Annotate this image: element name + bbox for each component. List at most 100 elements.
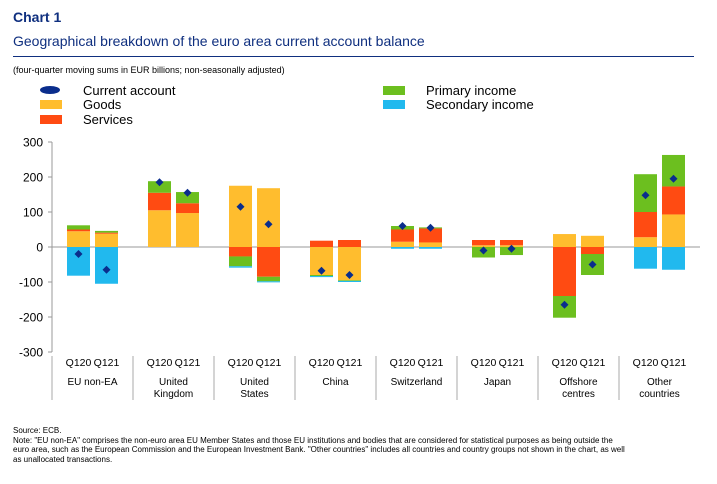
current-account-marker [588, 260, 597, 269]
category-label: United [159, 377, 188, 388]
legend-label-goods: Goods [83, 97, 122, 112]
bar-primary-income [95, 230, 118, 233]
current-account-marker [74, 250, 83, 258]
bar-goods [581, 235, 604, 247]
period-label: Q120 [228, 357, 254, 369]
chart-title: Geographical breakdown of the euro area … [13, 33, 425, 49]
category-label: EU non-EA [67, 377, 117, 388]
bar-services [67, 229, 90, 232]
current-account-marker [507, 244, 516, 253]
bar-goods [229, 185, 252, 247]
legend-swatch-secondary-income [383, 100, 405, 109]
current-account-marker [641, 191, 650, 200]
bar-goods [257, 188, 280, 247]
period-label: Q120 [390, 357, 416, 369]
current-account-marker [479, 246, 488, 255]
chart-subtitle: (four-quarter moving sums in EUR billion… [13, 65, 285, 75]
period-label: Q120 [309, 357, 335, 369]
legend-marker-current-account [40, 86, 60, 94]
bar-services [95, 232, 118, 234]
bar-primary-income [338, 280, 361, 281]
bar-primary-income [148, 181, 171, 193]
bar-services [662, 186, 685, 215]
bar-primary-income [662, 154, 685, 187]
bar-primary-income [229, 256, 252, 267]
y-tick-label: 200 [23, 171, 43, 185]
category-label: countries [639, 389, 680, 400]
bar-goods [472, 245, 495, 247]
bar-goods [67, 231, 90, 247]
bar-services [229, 247, 252, 257]
bar-services [338, 240, 361, 247]
category-label: centres [562, 389, 595, 400]
period-label: Q120 [633, 357, 659, 369]
bar-services [257, 247, 280, 277]
period-label: Q120 [471, 357, 497, 369]
legend-label-services: Services [83, 112, 133, 127]
legend-swatch-goods [40, 100, 62, 109]
y-tick-label: -200 [19, 311, 43, 325]
current-account-marker [345, 271, 354, 279]
bar-primary-income [176, 192, 199, 204]
current-account-marker [398, 222, 407, 230]
current-account-marker [426, 223, 435, 232]
period-label: Q121 [175, 357, 201, 369]
legend-label-secondary-income: Secondary income [426, 97, 534, 112]
period-label: Q121 [337, 357, 363, 369]
category-label: Japan [484, 377, 511, 388]
bar-goods [176, 213, 199, 247]
category-label: Other [647, 377, 673, 388]
bar-secondary-income [338, 280, 361, 282]
category-label: States [240, 389, 268, 400]
bar-primary-income [67, 225, 90, 230]
bar-goods [338, 247, 361, 281]
bar-services [148, 192, 171, 211]
bar-secondary-income [634, 247, 657, 269]
bar-services [553, 247, 576, 296]
note-line-2: euro area, such as the European Commissi… [13, 445, 625, 455]
current-account-marker [669, 174, 678, 183]
legend-label-current-account: Current account [83, 83, 176, 98]
bar-goods [662, 214, 685, 247]
legend-swatch-services [40, 115, 62, 124]
source-note: Source: ECB. [13, 426, 62, 435]
y-tick-label: 0 [36, 241, 43, 255]
category-label: United [240, 377, 269, 388]
current-account-marker [102, 265, 111, 274]
category-label: Switzerland [391, 377, 443, 388]
current-account-marker [560, 300, 569, 309]
bar-services [581, 247, 604, 254]
period-label: Q121 [94, 357, 120, 369]
bar-services [310, 240, 333, 247]
current-account-marker [155, 178, 164, 187]
bar-goods [634, 237, 657, 247]
category-label: Offshore [559, 377, 598, 388]
legend-swatch-primary-income [383, 86, 405, 95]
legend-label-primary-income: Primary income [426, 83, 517, 98]
bar-goods [310, 247, 333, 275]
period-label: Q121 [499, 357, 525, 369]
bar-secondary-income [662, 247, 685, 270]
bar-secondary-income [229, 266, 252, 268]
bar-primary-income [310, 275, 333, 277]
bar-services [634, 212, 657, 238]
bar-services [472, 240, 495, 246]
current-account-marker [264, 220, 273, 229]
period-label: Q121 [661, 357, 687, 369]
note-line-3: as unallocated transactions. [13, 454, 113, 464]
bar-secondary-income [67, 247, 90, 276]
bar-secondary-income [257, 281, 280, 283]
bar-secondary-income [391, 247, 414, 249]
category-label: Kingdom [154, 389, 193, 400]
period-label: Q121 [580, 357, 606, 369]
period-label: Q121 [418, 357, 444, 369]
bar-goods [391, 241, 414, 247]
current-account-marker [317, 266, 326, 275]
bar-secondary-income [310, 276, 333, 278]
note-line-1: Note: "EU non-EA" comprises the non-euro… [13, 435, 613, 445]
bar-services [419, 228, 442, 243]
current-account-marker [183, 188, 192, 197]
current-account-marker [236, 202, 245, 211]
y-tick-label: -100 [19, 276, 43, 290]
y-tick-label: 300 [23, 136, 43, 150]
